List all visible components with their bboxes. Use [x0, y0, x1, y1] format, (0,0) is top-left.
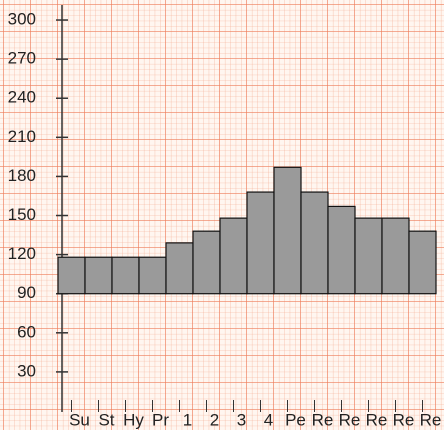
- bar: [408, 230, 437, 295]
- x-tick-label: Re: [393, 410, 415, 429]
- bar: [354, 217, 383, 295]
- bar: [300, 191, 329, 295]
- bar: [381, 217, 410, 295]
- x-tick-label: Su: [69, 410, 90, 429]
- bar: [327, 205, 356, 295]
- x-tick-label: 3: [237, 410, 246, 429]
- bar: [246, 191, 275, 295]
- y-tick-label: 90: [17, 283, 36, 302]
- x-tick-label: Re: [420, 410, 442, 429]
- x-tick-label: Pr: [152, 410, 169, 429]
- bar: [111, 256, 140, 295]
- y-tick-label: 240: [8, 88, 36, 107]
- x-tick-label: Re: [339, 410, 361, 429]
- x-tick-label: Re: [366, 410, 388, 429]
- y-tick-label: 180: [8, 166, 36, 185]
- y-tick-label: 270: [8, 49, 36, 68]
- bar: [84, 256, 113, 295]
- bar: [138, 256, 167, 295]
- x-tick-label: St: [98, 410, 114, 429]
- y-tick-label: 210: [8, 127, 36, 146]
- y-tick-label: 60: [17, 322, 36, 341]
- bar: [192, 230, 221, 295]
- x-tick-label: 4: [264, 410, 273, 429]
- bar: [57, 256, 86, 295]
- x-tick-label: Re: [312, 410, 334, 429]
- y-tick-label: 120: [8, 244, 36, 263]
- x-tick-label: Hy: [123, 410, 144, 429]
- x-tick-label: 2: [210, 410, 219, 429]
- x-tick-label: 1: [183, 410, 192, 429]
- y-tick-label: 150: [8, 205, 36, 224]
- bar: [219, 217, 248, 295]
- bar: [273, 166, 302, 295]
- y-tick-label: 30: [17, 361, 36, 380]
- y-tick-label: 300: [8, 10, 36, 29]
- bar: [165, 242, 194, 295]
- x-tick-label: Pe: [285, 410, 306, 429]
